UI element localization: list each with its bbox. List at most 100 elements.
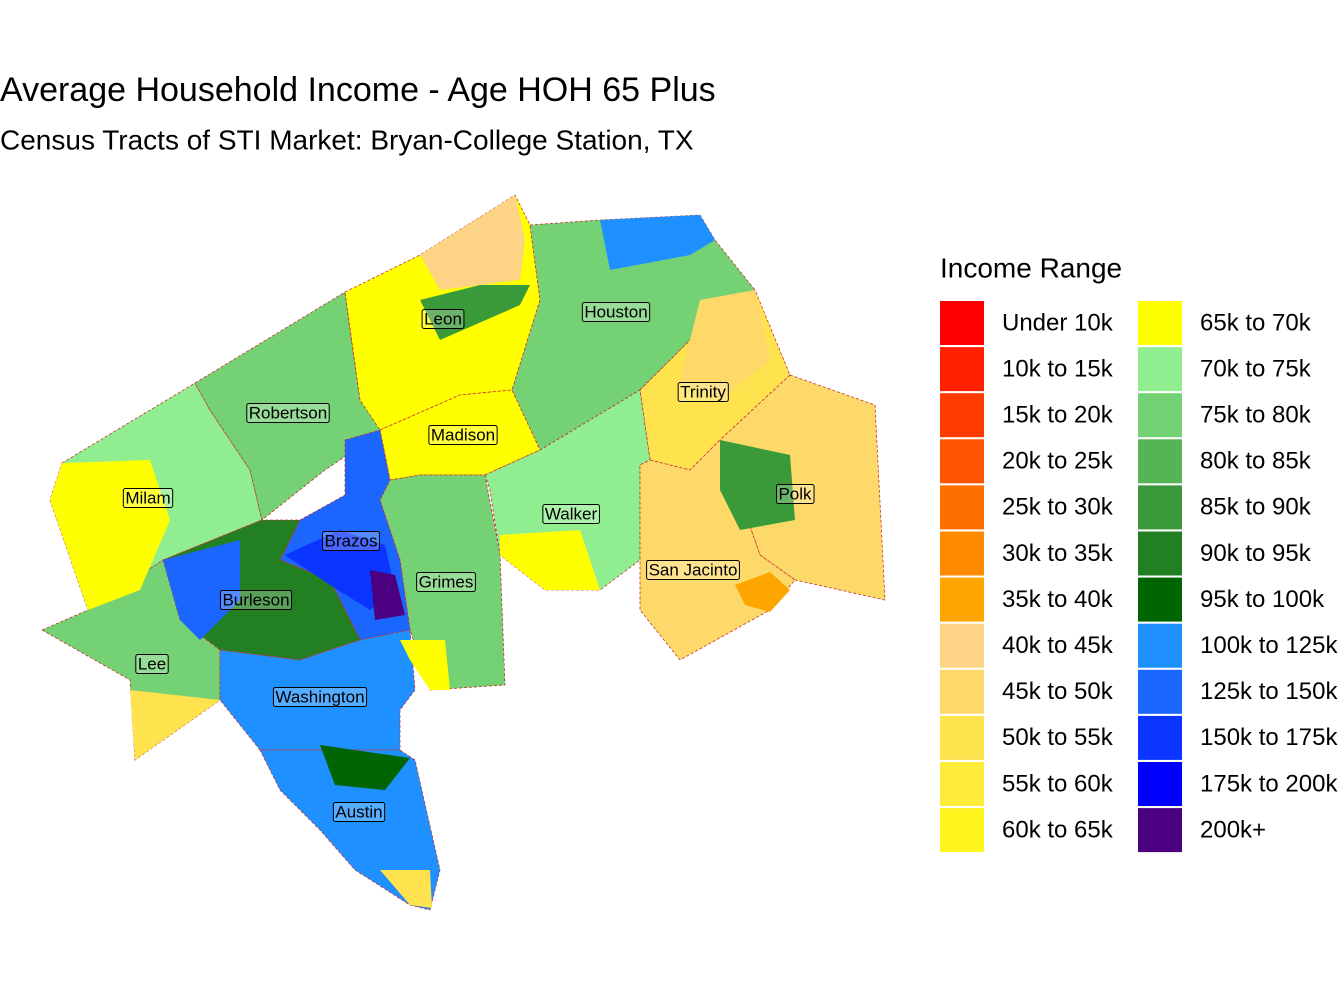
county-label: Houston — [584, 302, 647, 321]
legend-swatch — [940, 623, 984, 668]
legend-label: 90k to 95k — [1200, 540, 1312, 567]
legend-label: 150k to 175k — [1200, 724, 1338, 751]
legend-swatch — [1138, 623, 1182, 668]
legend-swatch — [1138, 531, 1182, 576]
legend-title: Income Range — [940, 252, 1122, 283]
tract — [420, 195, 525, 290]
tract — [720, 440, 795, 530]
tract — [600, 215, 715, 270]
legend-label: 70k to 75k — [1200, 355, 1312, 382]
legend-label: 80k to 85k — [1200, 448, 1312, 475]
washington — [219, 629, 416, 751]
legend-swatch — [1138, 347, 1182, 392]
county-label: Walker — [545, 504, 598, 523]
legend-label: 40k to 45k — [1002, 632, 1114, 659]
legend-label: 100k to 125k — [1200, 632, 1338, 659]
county-label-box — [332, 801, 386, 822]
county-label: Grimes — [419, 572, 474, 591]
county-label: Washington — [275, 687, 364, 706]
county-label: San Jacinto — [649, 560, 738, 579]
county-label: Robertson — [249, 403, 327, 422]
county-label: Milam — [125, 488, 170, 507]
county-label-box — [322, 530, 380, 551]
county-label-box — [775, 483, 815, 504]
county-label-box — [122, 487, 174, 508]
legend-swatch — [940, 808, 984, 853]
legend-label: 15k to 20k — [1002, 402, 1114, 429]
tract — [400, 640, 450, 690]
legend-label: 55k to 60k — [1002, 770, 1114, 797]
legend-swatch — [940, 577, 984, 622]
tract — [320, 745, 410, 790]
legend-swatch — [1138, 715, 1182, 760]
legend-label: 125k to 150k — [1200, 678, 1338, 705]
legend-swatch — [1138, 669, 1182, 714]
county-label-box — [272, 686, 368, 707]
tract — [680, 290, 770, 400]
legend-swatch — [1138, 301, 1182, 345]
legend-swatch — [940, 439, 984, 484]
county-label-box — [542, 503, 600, 524]
county-label: Polk — [778, 484, 812, 503]
tract-patches — [50, 195, 795, 908]
county-label-box — [646, 559, 740, 580]
tract — [130, 690, 220, 760]
county-label-box — [246, 402, 330, 423]
legend-label: 10k to 15k — [1002, 355, 1114, 382]
legend-swatch — [940, 715, 984, 760]
legend-swatch — [1138, 393, 1182, 438]
robertson — [194, 291, 386, 521]
county-label-box — [135, 653, 169, 674]
legend-label: 85k to 90k — [1200, 494, 1312, 521]
map: Leon Houston Robertson Madison Trinity Milam W… — [41, 194, 886, 911]
tract — [735, 572, 790, 612]
legend-swatch — [940, 301, 984, 345]
county-labels: Leon Houston Robertson Madison Trinity Milam W… — [122, 301, 815, 822]
legend-swatch — [940, 531, 984, 576]
tract — [420, 285, 530, 340]
legend-label: 45k to 50k — [1002, 678, 1114, 705]
legend: Under 10k 10k to 15k 15k to 20k 20k to 25k 2… — [940, 301, 1338, 853]
county-label: Madison — [431, 425, 495, 444]
county-label: Leon — [424, 309, 462, 328]
legend-label: 30k to 35k — [1002, 540, 1114, 567]
legend-label: 95k to 100k — [1200, 586, 1325, 613]
county-label-box — [219, 589, 293, 610]
county-label-box — [421, 308, 465, 329]
county-label-box — [581, 301, 651, 322]
legend-label: 20k to 25k — [1002, 448, 1114, 475]
legend-swatch — [940, 669, 984, 714]
tract — [50, 460, 170, 610]
tract — [370, 570, 405, 620]
tract — [380, 870, 432, 908]
legend-label: 50k to 55k — [1002, 724, 1114, 751]
legend-label: 65k to 70k — [1200, 309, 1312, 336]
legend-swatch — [1138, 762, 1182, 806]
county-label: Lee — [138, 654, 166, 673]
legend-label: 35k to 40k — [1002, 586, 1114, 613]
county-label: Brazos — [325, 531, 378, 550]
legend-label: 200k+ — [1200, 816, 1266, 843]
county-label-box — [416, 571, 476, 592]
tract — [500, 530, 600, 590]
legend-label: 25k to 30k — [1002, 494, 1114, 521]
legend-label: 60k to 65k — [1002, 816, 1114, 843]
title: Average Household Income - Age HOH 65 Pl… — [0, 71, 716, 109]
county-label: Austin — [335, 802, 382, 821]
legend-label: Under 10k — [1002, 309, 1114, 336]
legend-swatch — [1138, 439, 1182, 484]
legend-swatch — [940, 347, 984, 392]
legend-swatch — [940, 485, 984, 530]
tract — [163, 540, 240, 640]
legend-swatch — [1138, 808, 1182, 853]
legend-swatch — [940, 762, 984, 806]
subtitle: Census Tracts of STI Market: Bryan-Colle… — [0, 124, 694, 155]
county-label-box — [428, 424, 498, 445]
county-label: Burleson — [222, 590, 289, 609]
legend-label: 175k to 200k — [1200, 770, 1338, 797]
county-label-box — [677, 381, 729, 402]
legend-label: 75k to 80k — [1200, 402, 1312, 429]
legend-swatch — [940, 393, 984, 438]
county-shapes — [41, 194, 886, 911]
